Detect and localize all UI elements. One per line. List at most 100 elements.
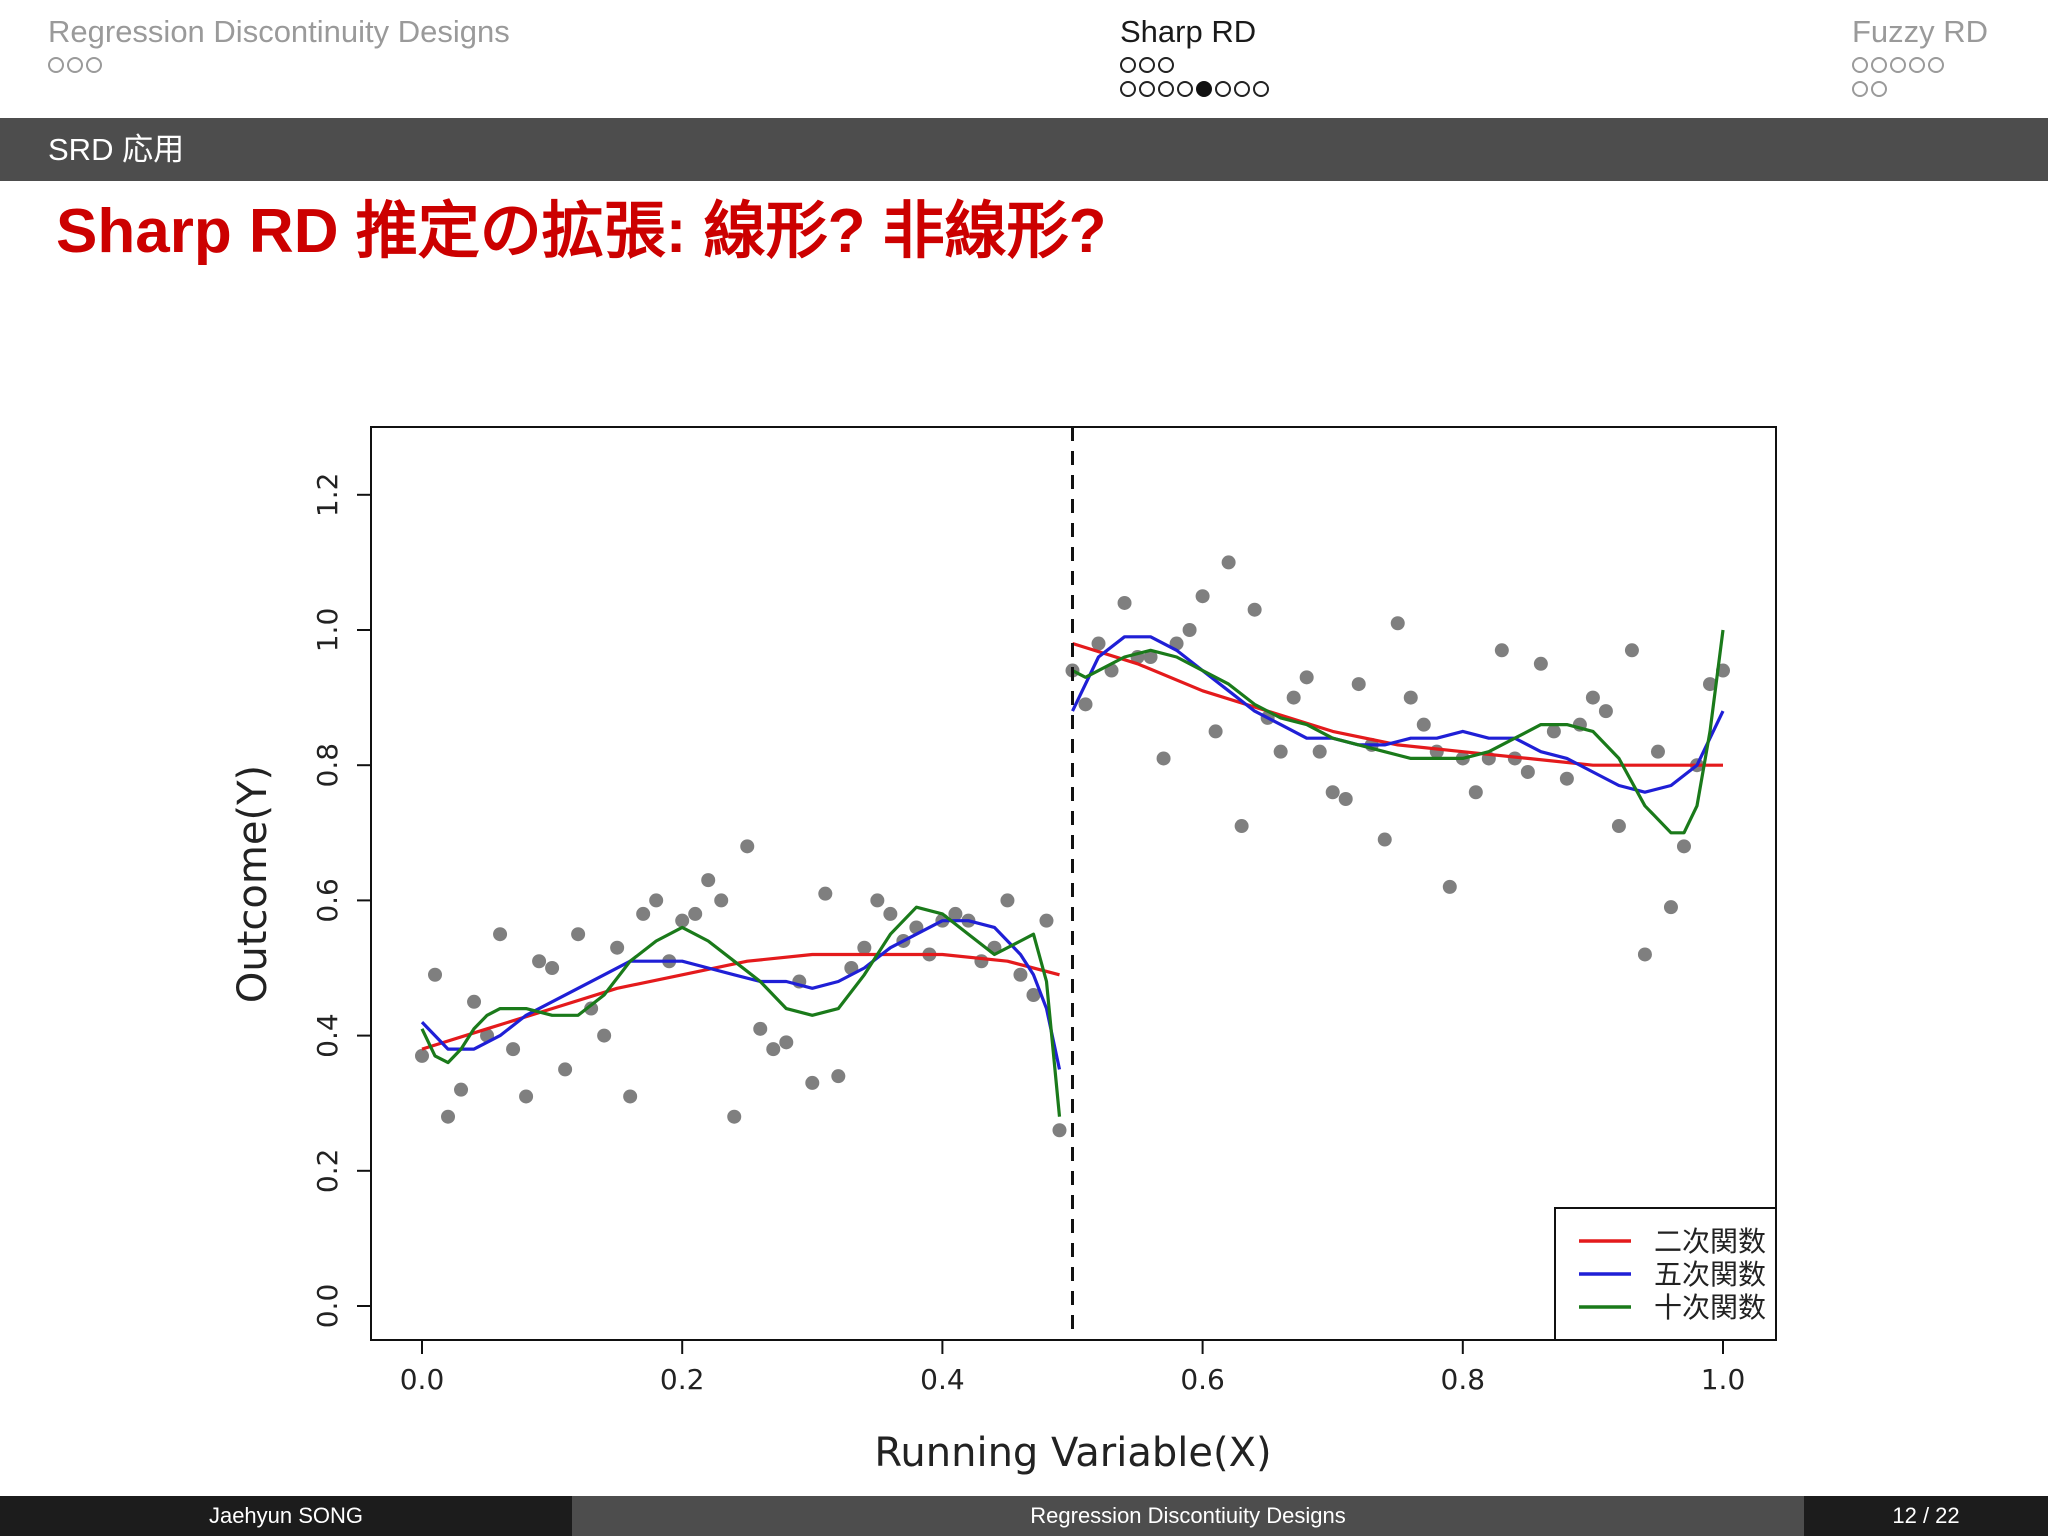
data-point xyxy=(610,940,625,955)
subsection-bar: SRD 応用 xyxy=(0,118,2048,181)
data-point xyxy=(1039,913,1054,928)
nav-dot[interactable] xyxy=(1158,57,1174,73)
nav-dot[interactable] xyxy=(1234,81,1250,97)
data-point xyxy=(441,1109,456,1124)
data-point xyxy=(675,913,690,928)
y-tick-label: 0.6 xyxy=(311,878,344,923)
nav-dot[interactable] xyxy=(1871,81,1887,97)
nav-dot-row xyxy=(1852,78,1988,100)
subsection-title: SRD 応用 xyxy=(48,132,185,167)
data-point xyxy=(1221,555,1236,570)
nav-dot[interactable] xyxy=(1871,57,1887,73)
y-tick-label: 0.2 xyxy=(311,1149,344,1194)
data-point xyxy=(1585,690,1600,705)
nav-dot[interactable] xyxy=(1139,81,1155,97)
nav-dot-row xyxy=(1120,78,1269,100)
data-point xyxy=(545,961,560,975)
nav-section-fuzzy-rd[interactable]: Fuzzy RD xyxy=(1852,12,1988,100)
data-point xyxy=(1117,595,1132,610)
data-point xyxy=(883,906,898,921)
nav-section-rdd[interactable]: Regression Discontinuity Designs xyxy=(48,12,510,76)
data-point xyxy=(727,1109,742,1124)
nav-dot[interactable] xyxy=(67,57,83,73)
nav-dot[interactable] xyxy=(1139,57,1155,73)
nav-section-title[interactable]: Regression Discontinuity Designs xyxy=(48,14,510,49)
data-point xyxy=(1598,704,1613,719)
data-point xyxy=(779,1035,794,1050)
nav-dot[interactable] xyxy=(1928,57,1944,73)
nav-dot[interactable] xyxy=(1120,81,1136,97)
data-point xyxy=(1390,616,1405,631)
data-point xyxy=(1442,879,1457,894)
data-point xyxy=(506,1042,521,1057)
nav-dot[interactable] xyxy=(1253,81,1269,97)
data-point xyxy=(571,927,586,942)
nav-dot[interactable] xyxy=(1215,81,1231,97)
data-point xyxy=(1156,751,1171,766)
x-tick-label: 0.4 xyxy=(920,1363,965,1396)
nav-dot-row xyxy=(1120,54,1269,76)
nav-dot[interactable] xyxy=(86,57,102,73)
data-point xyxy=(1546,724,1561,739)
data-point xyxy=(1026,988,1041,1003)
nav-section-title[interactable]: Fuzzy RD xyxy=(1852,14,1989,49)
nav-dot[interactable] xyxy=(1852,57,1868,73)
data-point xyxy=(818,886,833,901)
y-axis-label: Outcome(Y) xyxy=(230,765,276,1003)
x-tick-label: 1.0 xyxy=(1701,1363,1746,1396)
fit-line-series-1 xyxy=(1072,641,1723,767)
nav-dot[interactable] xyxy=(1158,81,1174,97)
nav-dot[interactable] xyxy=(1890,57,1906,73)
nav-dot[interactable] xyxy=(1120,57,1136,73)
data-point xyxy=(1663,900,1678,915)
data-point xyxy=(948,906,963,921)
nav-dot[interactable] xyxy=(48,57,64,73)
nav-section-title[interactable]: Sharp RD xyxy=(1120,14,1257,49)
data-point xyxy=(870,893,885,908)
data-point xyxy=(584,1001,599,1016)
data-point xyxy=(1429,744,1444,759)
nav-dot[interactable] xyxy=(1177,81,1193,97)
data-point xyxy=(1286,690,1301,705)
data-point xyxy=(1533,656,1548,671)
nav-dot-row xyxy=(1852,54,1988,76)
data-point xyxy=(454,1082,469,1097)
data-point xyxy=(1494,643,1509,658)
y-tick-label: 0.4 xyxy=(311,1013,344,1058)
data-point xyxy=(857,940,872,955)
data-point xyxy=(1182,623,1197,637)
x-axis-label: Running Variable(X) xyxy=(874,1430,1271,1476)
footer-author: Jaehyun SONG xyxy=(0,1496,572,1536)
fit-line-series-3 xyxy=(420,905,1062,1117)
nav-dot[interactable] xyxy=(1909,57,1925,73)
legend-label: 二次関数 xyxy=(1654,1225,1766,1258)
data-point xyxy=(519,1089,534,1104)
y-tick-label: 1.2 xyxy=(311,473,344,518)
y-tick-label: 0.8 xyxy=(311,743,344,788)
nav-dot[interactable] xyxy=(1852,81,1868,97)
data-point xyxy=(1247,602,1262,617)
x-tick-label: 0.0 xyxy=(400,1363,445,1396)
x-tick-label: 0.8 xyxy=(1441,1363,1486,1396)
data-point xyxy=(701,873,716,888)
x-tick-label: 0.6 xyxy=(1180,1363,1225,1396)
data-point xyxy=(766,1042,781,1057)
data-point xyxy=(1377,832,1392,847)
nav-dot-current[interactable] xyxy=(1196,81,1212,97)
data-point xyxy=(1351,677,1366,692)
section-navigation: Regression Discontinuity Designs Sharp R… xyxy=(0,0,2048,118)
data-point xyxy=(1702,677,1717,692)
legend-label: 十次関数 xyxy=(1654,1291,1766,1324)
data-point xyxy=(1637,947,1652,962)
data-point xyxy=(714,893,729,908)
data-point xyxy=(1468,785,1483,800)
data-point xyxy=(1416,717,1431,732)
nav-dot-row xyxy=(48,54,510,76)
data-point xyxy=(1078,697,1093,712)
data-point xyxy=(1273,744,1288,759)
data-point xyxy=(688,906,703,921)
data-point xyxy=(597,1028,612,1043)
nav-section-sharp-rd[interactable]: Sharp RD xyxy=(1120,12,1269,100)
footer-page-number: 12 / 22 xyxy=(1804,1496,2048,1536)
data-point xyxy=(1312,744,1327,759)
